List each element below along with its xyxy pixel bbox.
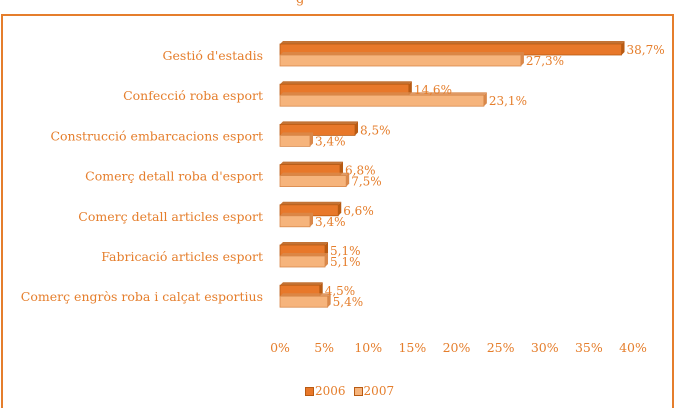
data-label-2007: 3,4% (315, 134, 346, 148)
bar-2007 (279, 215, 311, 228)
legend-label-2006: 2006 (315, 384, 346, 398)
bar-side-2006 (621, 41, 625, 55)
bar-2007 (279, 175, 347, 188)
bar-top-2007 (280, 212, 314, 216)
data-label-2006: 4,5% (325, 284, 356, 298)
data-label-2007: 23,1% (489, 94, 527, 108)
bar-2006 (279, 124, 356, 136)
bar-top-2006 (280, 242, 329, 245)
x-tick-label: 20% (443, 340, 471, 355)
bar-top-2007 (280, 92, 487, 96)
bar-side-2007 (327, 293, 331, 308)
data-label-2006: 6,8% (345, 164, 376, 178)
x-tick-label: 30% (531, 340, 559, 355)
data-label-2006: 5,1% (330, 244, 361, 258)
bar-side-2006 (325, 242, 329, 256)
x-tick-label: 35% (575, 340, 603, 355)
x-tick-label: 25% (487, 340, 515, 355)
bar-top-2007 (280, 293, 331, 297)
data-label-2006: 8,5% (360, 123, 391, 137)
category-label: Comerç detall roba d'esport (85, 169, 263, 184)
bar-top-2006 (280, 121, 359, 125)
data-label-2007: 27,3% (526, 54, 564, 68)
x-tick-label: 15% (398, 340, 426, 355)
bar-top-2006 (280, 282, 323, 286)
x-tick-label: 0% (270, 340, 290, 355)
data-label-2006: 38,7% (627, 43, 665, 57)
category-label: Fabricació articles esport (101, 249, 263, 264)
bar-side-2006 (319, 282, 323, 297)
category-label: Confecció roba esport (123, 88, 263, 103)
x-tick-label: 5% (314, 340, 334, 355)
legend-item-2006: 2006 (305, 384, 346, 398)
bar-side-2006 (355, 121, 359, 136)
bar-side-2007 (520, 52, 524, 66)
data-label-2006: 6,6% (343, 204, 374, 218)
bar-side-2007 (310, 132, 314, 147)
legend-swatch-2007 (353, 386, 363, 396)
category-label: Comerç detall articles esport (78, 209, 263, 224)
x-tick-label: 10% (354, 340, 382, 355)
chart-border (1, 14, 674, 408)
bar-top-2007 (280, 52, 524, 55)
bar-side-2007 (310, 212, 314, 227)
chart-title-fragment: g (296, 0, 356, 8)
bar-top-2006 (280, 41, 625, 44)
bar-side-2006 (408, 81, 412, 96)
bar-2007 (279, 295, 329, 308)
bar-top-2007 (280, 132, 314, 136)
bar-top-2006 (280, 81, 412, 85)
chart-legend: 2006 2007 (305, 384, 398, 398)
data-label-2007: 7,5% (351, 175, 382, 189)
bar-top-2006 (280, 201, 342, 205)
category-label: Construcció embarcacions esport (50, 128, 263, 143)
bar-side-2006 (340, 161, 344, 176)
bar-2007 (279, 94, 485, 107)
bar-top-2007 (280, 253, 329, 256)
bar-side-2006 (338, 201, 342, 216)
x-tick-label: 40% (619, 340, 647, 355)
category-label: Comerç engròs roba i calçat esportius (21, 289, 263, 304)
data-label-2006: 14,6% (414, 83, 452, 97)
legend-label-2007: 2007 (363, 384, 395, 398)
bar-2007 (279, 134, 311, 147)
bar-2007 (279, 255, 326, 268)
data-label-2007: 5,4% (333, 295, 364, 309)
data-label-2007: 3,4% (315, 215, 346, 229)
legend-item-2007: 2007 (353, 384, 395, 398)
bar-side-2007 (346, 172, 350, 187)
legend-swatch-2006 (305, 386, 314, 396)
category-label: Gestió d'estadis (163, 48, 263, 63)
bar-top-2006 (280, 161, 344, 165)
bar-2007 (279, 54, 522, 67)
bar-side-2007 (483, 92, 487, 107)
bar-side-2007 (325, 253, 329, 267)
data-label-2007: 5,1% (330, 255, 361, 269)
bar-top-2007 (280, 172, 350, 176)
